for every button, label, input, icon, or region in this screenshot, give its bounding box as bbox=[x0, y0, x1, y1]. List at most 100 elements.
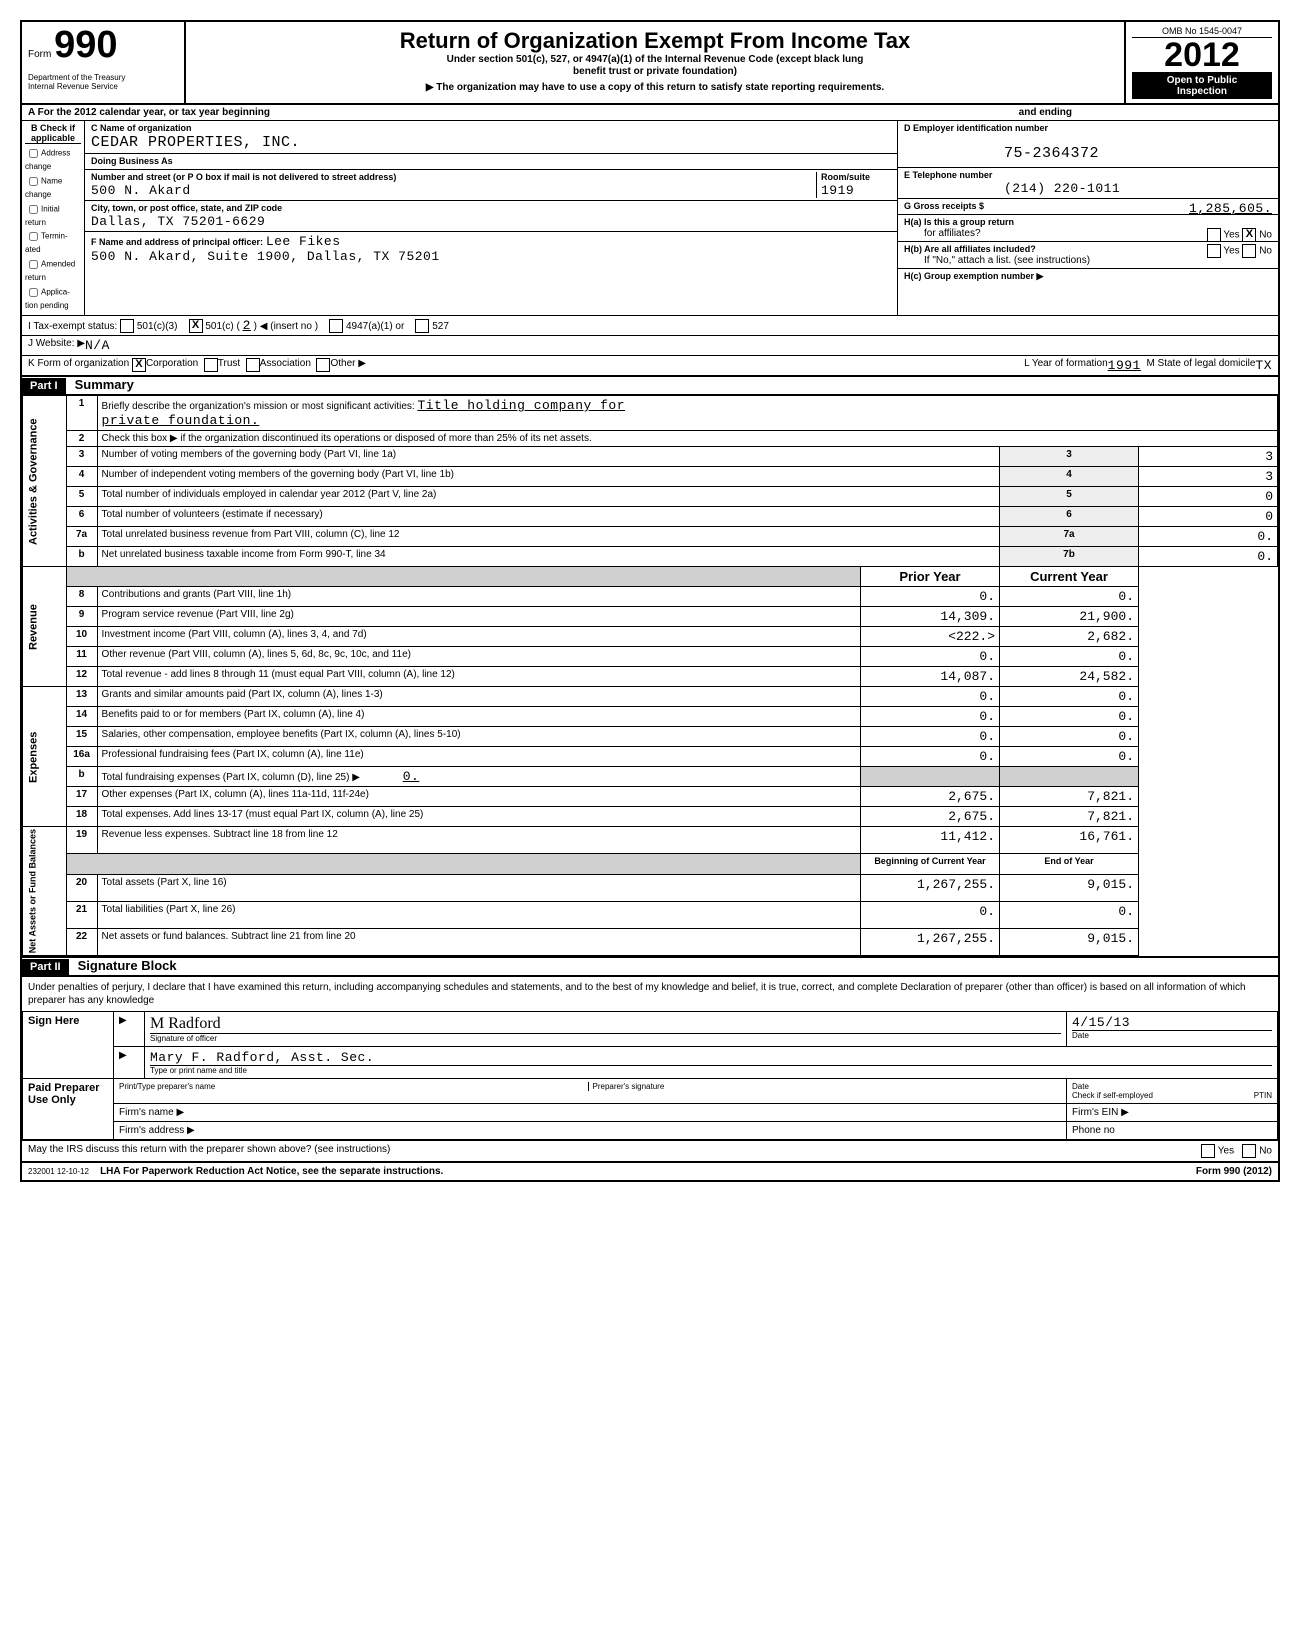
line7a: Total unrelated business revenue from Pa… bbox=[97, 527, 999, 547]
k-other-checkbox[interactable] bbox=[316, 358, 330, 372]
k-assoc: Association bbox=[260, 358, 311, 373]
val7b: 0. bbox=[1139, 547, 1278, 567]
dept-treasury: Department of the Treasury bbox=[28, 73, 125, 82]
p10: <222.> bbox=[861, 627, 1000, 647]
footer-bottom: 232001 12-10-12 LHA For Paperwork Reduct… bbox=[22, 1161, 1278, 1180]
p15: 0. bbox=[861, 727, 1000, 747]
status-501c: 501(c) ( bbox=[205, 321, 239, 332]
status-label: I Tax-exempt status: bbox=[28, 321, 117, 332]
status-527-checkbox[interactable] bbox=[415, 319, 429, 333]
line13: Grants and similar amounts paid (Part IX… bbox=[97, 687, 860, 707]
line2: Check this box ▶ if the organization dis… bbox=[97, 431, 1277, 447]
form-title-box: Return of Organization Exempt From Incom… bbox=[186, 22, 1124, 103]
hb-yes-checkbox[interactable] bbox=[1207, 244, 1221, 258]
org-name-cell: C Name of organization CEDAR PROPERTIES,… bbox=[85, 121, 897, 154]
line20: Total assets (Part X, line 16) bbox=[97, 874, 860, 901]
dba-label: Doing Business As bbox=[91, 156, 173, 166]
line3: Number of voting members of the governin… bbox=[97, 447, 999, 467]
check-initial-return[interactable]: Initial return bbox=[25, 202, 81, 230]
check-terminated[interactable]: Termin-ated bbox=[25, 229, 81, 257]
status-501c3-checkbox[interactable] bbox=[120, 319, 134, 333]
val4: 3 bbox=[1139, 467, 1278, 487]
p8: 0. bbox=[861, 587, 1000, 607]
l-label: L Year of formation bbox=[1024, 358, 1108, 373]
part1-title: Summary bbox=[69, 377, 134, 392]
vert-revenue: Revenue bbox=[23, 567, 67, 687]
part2-header: Part II Signature Block bbox=[22, 956, 1278, 976]
lha-notice: LHA For Paperwork Reduction Act Notice, … bbox=[100, 1166, 443, 1177]
hb-no-checkbox[interactable] bbox=[1242, 244, 1256, 258]
officer-cell: F Name and address of principal officer:… bbox=[85, 232, 897, 266]
org-name-label: C Name of organization bbox=[91, 123, 192, 133]
firm-addr-label: Firm's address ▶ bbox=[114, 1122, 1067, 1140]
beg-year-header: Beginning of Current Year bbox=[861, 854, 1000, 874]
c17: 7,821. bbox=[1000, 787, 1139, 807]
val3: 3 bbox=[1139, 447, 1278, 467]
discuss-row: May the IRS discuss this return with the… bbox=[22, 1140, 1278, 1161]
city-state-zip: Dallas, TX 75201-6629 bbox=[91, 214, 265, 229]
c8: 0. bbox=[1000, 587, 1139, 607]
c14: 0. bbox=[1000, 707, 1139, 727]
sig-officer-lbl: Signature of officer bbox=[150, 1033, 1061, 1043]
c10: 2,682. bbox=[1000, 627, 1139, 647]
form-number: 990 bbox=[54, 24, 117, 66]
c20: 9,015. bbox=[1000, 874, 1139, 901]
k-trust-checkbox[interactable] bbox=[204, 358, 218, 372]
check-name-change[interactable]: Name change bbox=[25, 174, 81, 202]
p19: 11,412. bbox=[861, 827, 1000, 854]
check-address-change[interactable]: Address change bbox=[25, 146, 81, 174]
val6: 0 bbox=[1139, 507, 1278, 527]
line14: Benefits paid to or for members (Part IX… bbox=[97, 707, 860, 727]
current-year-header: Current Year bbox=[1000, 567, 1139, 587]
check-amended[interactable]: Amended return bbox=[25, 257, 81, 285]
website-value: N/A bbox=[85, 338, 110, 353]
line10: Investment income (Part VIII, column (A)… bbox=[97, 627, 860, 647]
status-4947-checkbox[interactable] bbox=[329, 319, 343, 333]
hb-note: If "No," attach a list. (see instruction… bbox=[924, 255, 1090, 266]
subtitle1: Under section 501(c), 527, or 4947(a)(1)… bbox=[192, 54, 1118, 66]
ha-sub: for affiliates? bbox=[924, 228, 981, 239]
p12: 14,087. bbox=[861, 667, 1000, 687]
k-assoc-checkbox[interactable] bbox=[246, 358, 260, 372]
p20: 1,267,255. bbox=[861, 874, 1000, 901]
part2-title: Signature Block bbox=[72, 958, 177, 973]
check-application-pending[interactable]: Applica-tion pending bbox=[25, 285, 81, 313]
year-box: OMB No 1545-0047 2012 Open to PublicInsp… bbox=[1124, 22, 1278, 103]
vert-net: Net Assets or Fund Balances bbox=[23, 827, 67, 956]
ha-no-checkbox[interactable]: X bbox=[1242, 228, 1256, 242]
prior-year-header: Prior Year bbox=[861, 567, 1000, 587]
prep-sig-label: Preparer's signature bbox=[588, 1082, 1062, 1091]
status-501c-tail: ) ◀ (insert no ) bbox=[254, 321, 318, 332]
part1-header: Part I Summary bbox=[22, 375, 1278, 395]
street-address: 500 N. Akard bbox=[91, 183, 191, 198]
row-a-ending: and ending bbox=[1019, 107, 1072, 118]
c22: 9,015. bbox=[1000, 929, 1139, 956]
discuss-no-checkbox[interactable] bbox=[1242, 1144, 1256, 1158]
dba-cell: Doing Business As bbox=[85, 154, 897, 170]
line12: Total revenue - add lines 8 through 11 (… bbox=[97, 667, 860, 687]
sign-here-label: Sign Here bbox=[23, 1012, 114, 1079]
status-501c-checkbox[interactable]: X bbox=[189, 319, 203, 333]
ha-label: H(a) Is this a group return bbox=[904, 217, 1014, 227]
street-cell: Number and street (or P O box if mail is… bbox=[85, 170, 897, 201]
c19: 16,761. bbox=[1000, 827, 1139, 854]
c9: 21,900. bbox=[1000, 607, 1139, 627]
line17: Other expenses (Part IX, column (A), lin… bbox=[97, 787, 860, 807]
phone-value: (214) 220-1011 bbox=[1004, 181, 1120, 196]
val5: 0 bbox=[1139, 487, 1278, 507]
line8: Contributions and grants (Part VIII, lin… bbox=[97, 587, 860, 607]
irs-label: Internal Revenue Service bbox=[28, 82, 118, 91]
part2-label: Part II bbox=[22, 959, 69, 975]
c18: 7,821. bbox=[1000, 807, 1139, 827]
line18: Total expenses. Add lines 13-17 (must eq… bbox=[97, 807, 860, 827]
p14: 0. bbox=[861, 707, 1000, 727]
k-corp-checkbox[interactable]: X bbox=[132, 358, 146, 372]
c13: 0. bbox=[1000, 687, 1139, 707]
column-c: C Name of organization CEDAR PROPERTIES,… bbox=[85, 121, 897, 315]
ha-yes-checkbox[interactable] bbox=[1207, 228, 1221, 242]
discuss-yes-checkbox[interactable] bbox=[1201, 1144, 1215, 1158]
p18: 2,675. bbox=[861, 807, 1000, 827]
hb-cell: H(b) Are all affiliates included? Yes No… bbox=[898, 242, 1278, 269]
phone-label: E Telephone number bbox=[904, 170, 992, 180]
status-501c-num: 2 bbox=[243, 318, 251, 333]
